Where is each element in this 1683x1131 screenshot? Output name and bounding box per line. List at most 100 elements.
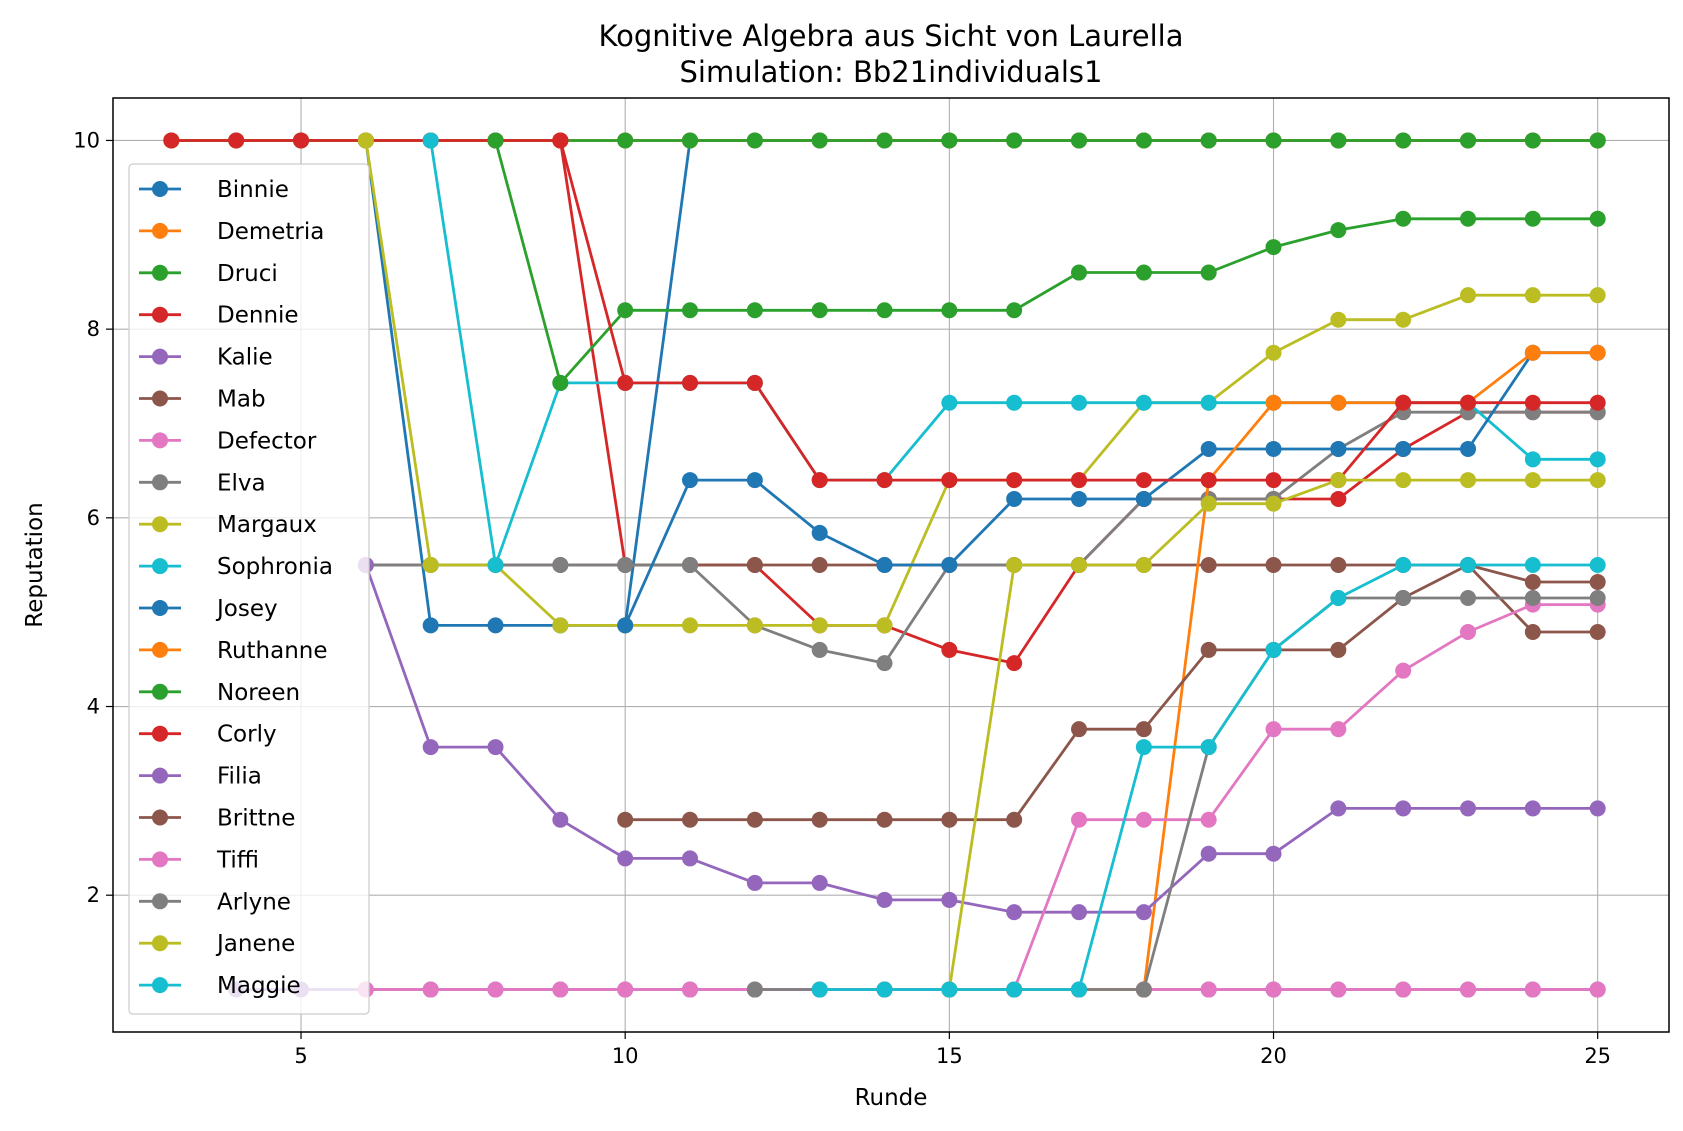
data-point	[682, 374, 699, 391]
data-point	[876, 655, 893, 672]
legend-label: Maggie	[217, 973, 301, 999]
legend-marker	[152, 809, 168, 826]
legend-label: Mab	[217, 387, 266, 413]
data-point	[422, 739, 439, 756]
data-point	[1460, 132, 1477, 149]
data-point	[1135, 490, 1152, 507]
legend-marker	[152, 641, 168, 658]
legend-item: Noreen	[139, 680, 300, 706]
legend-item: Margaux	[139, 512, 317, 538]
legend-label: Elva	[217, 470, 266, 496]
series-josey	[617, 344, 1606, 634]
legend-item: Defector	[139, 428, 317, 454]
data-point	[876, 472, 893, 489]
data-point	[1135, 472, 1152, 489]
data-point	[876, 981, 893, 998]
legend-marker	[152, 767, 168, 784]
data-point	[552, 374, 569, 391]
data-point	[1460, 623, 1477, 640]
data-point	[1589, 344, 1606, 361]
data-point	[1589, 573, 1606, 590]
data-point	[1524, 344, 1541, 361]
data-point	[746, 132, 763, 149]
data-point	[1265, 344, 1282, 361]
data-point	[1460, 590, 1477, 607]
data-point	[1395, 132, 1412, 149]
legend-label: Defector	[217, 428, 317, 454]
data-point	[1006, 904, 1023, 921]
data-point	[422, 617, 439, 634]
series-lines	[163, 132, 1606, 998]
data-point	[1395, 210, 1412, 227]
data-point	[1200, 472, 1217, 489]
legend-item: Mab	[139, 387, 266, 413]
data-point	[1330, 440, 1347, 457]
data-point	[1071, 472, 1088, 489]
data-point	[1460, 210, 1477, 227]
legend-label: Kalie	[217, 345, 273, 371]
data-point	[1265, 132, 1282, 149]
data-point	[1200, 811, 1217, 828]
data-point	[876, 891, 893, 908]
y-tick-label: 4	[87, 695, 100, 719]
legend-label: Ruthanne	[217, 638, 328, 664]
data-point	[617, 302, 634, 319]
data-point	[1330, 557, 1347, 573]
data-point	[617, 557, 634, 573]
data-point	[746, 981, 763, 998]
legend-marker	[152, 474, 168, 491]
data-point	[487, 981, 504, 998]
legend-label: Brittne	[217, 806, 295, 832]
data-point	[1006, 472, 1023, 489]
data-point	[1524, 210, 1541, 227]
data-point	[617, 374, 634, 391]
data-point	[1265, 495, 1282, 512]
data-point	[617, 132, 634, 149]
data-point	[1524, 981, 1541, 998]
data-point	[941, 557, 958, 573]
data-point	[682, 557, 699, 573]
data-point	[1524, 394, 1541, 411]
data-point	[1200, 394, 1217, 411]
data-point	[1524, 287, 1541, 304]
data-point	[682, 850, 699, 867]
data-point	[1006, 811, 1023, 828]
y-tick-label: 6	[87, 506, 100, 530]
data-point	[1330, 641, 1347, 658]
x-tick-label: 5	[294, 1044, 307, 1068]
data-point	[1071, 904, 1088, 921]
data-point	[746, 617, 763, 634]
data-point	[1330, 800, 1347, 817]
data-point	[1589, 287, 1606, 304]
data-point	[876, 617, 893, 634]
data-point	[1200, 264, 1217, 281]
legend: Binnie Demetria Druci Dennie Kalie Mab Defecto…	[128, 163, 370, 1015]
data-point	[1589, 800, 1606, 817]
data-point	[1135, 394, 1152, 411]
legend-label: Sophronia	[217, 554, 333, 580]
legend-item: Janene	[139, 931, 295, 957]
data-point	[876, 302, 893, 319]
data-point	[1589, 472, 1606, 489]
data-point	[1071, 557, 1088, 573]
data-point	[228, 132, 245, 149]
data-point	[1395, 590, 1412, 607]
data-point	[811, 302, 828, 319]
series-line	[494, 140, 1598, 385]
legend-marker	[152, 558, 168, 575]
data-point	[746, 302, 763, 319]
data-point	[1589, 981, 1606, 998]
data-point	[1006, 655, 1023, 672]
data-point	[487, 557, 504, 573]
chart-title: Kognitive Algebra aus Sicht von Laurella	[599, 19, 1184, 53]
legend-marker	[152, 977, 168, 994]
data-point	[422, 981, 439, 998]
series-line	[623, 351, 1598, 626]
data-point	[1135, 739, 1152, 756]
legend-marker	[152, 725, 168, 742]
data-point	[293, 132, 310, 149]
series-line	[365, 410, 1598, 665]
data-point	[1330, 981, 1347, 998]
data-point	[617, 811, 634, 828]
data-point	[941, 981, 958, 998]
